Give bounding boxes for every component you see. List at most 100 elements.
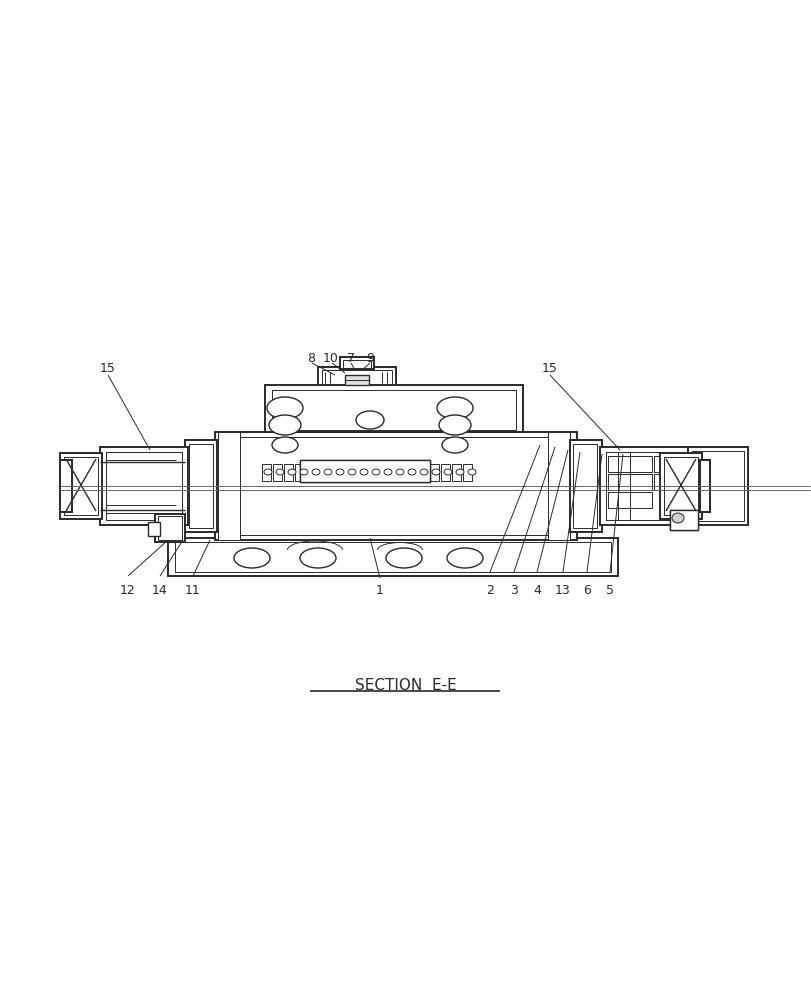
Ellipse shape [299, 548, 336, 568]
Bar [284, 464, 293, 481]
Text: 10: 10 [323, 352, 338, 364]
Bar [605, 452, 681, 520]
Bar [607, 456, 651, 472]
Ellipse shape [268, 415, 301, 435]
Bar [569, 440, 601, 532]
Bar [342, 360, 371, 368]
Ellipse shape [384, 469, 392, 475]
Text: 4: 4 [532, 584, 540, 597]
Bar [106, 452, 182, 520]
Ellipse shape [359, 469, 367, 475]
Bar [60, 460, 72, 512]
Ellipse shape [672, 513, 683, 523]
Ellipse shape [407, 469, 415, 475]
Text: 12: 12 [120, 584, 135, 597]
Text: 1: 1 [375, 584, 384, 597]
Ellipse shape [446, 548, 483, 568]
Ellipse shape [456, 469, 463, 475]
Bar [155, 514, 185, 542]
Bar [262, 464, 271, 481]
Text: 7: 7 [346, 352, 354, 364]
Bar [653, 456, 669, 472]
Ellipse shape [299, 469, 307, 475]
Bar [64, 457, 98, 515]
Bar [345, 375, 368, 385]
Text: 5: 5 [605, 584, 613, 597]
Bar [699, 460, 709, 512]
Text: 3: 3 [509, 584, 517, 597]
Text: 9: 9 [366, 352, 374, 364]
Ellipse shape [272, 437, 298, 453]
Ellipse shape [385, 548, 422, 568]
Bar [272, 464, 281, 481]
Bar [547, 432, 569, 540]
Bar [699, 460, 709, 512]
Bar [185, 440, 217, 532]
Text: 11: 11 [185, 584, 200, 597]
Bar [100, 447, 188, 525]
Bar [599, 447, 687, 525]
Ellipse shape [355, 411, 384, 429]
Ellipse shape [288, 469, 296, 475]
Ellipse shape [439, 415, 470, 435]
Bar [215, 432, 577, 540]
Bar [462, 464, 471, 481]
Bar [573, 444, 596, 528]
Ellipse shape [371, 469, 380, 475]
Bar [663, 457, 697, 515]
Bar [547, 432, 569, 540]
Ellipse shape [336, 469, 344, 475]
Bar [318, 367, 396, 385]
Bar [175, 542, 610, 572]
Bar [60, 460, 72, 512]
Ellipse shape [348, 469, 355, 475]
Ellipse shape [467, 469, 475, 475]
Bar [691, 451, 743, 521]
Bar [452, 464, 461, 481]
Bar [264, 385, 522, 432]
Ellipse shape [234, 548, 270, 568]
Bar [669, 510, 697, 530]
Bar [189, 444, 212, 528]
Ellipse shape [444, 469, 452, 475]
Bar [168, 538, 617, 576]
Bar [294, 464, 303, 481]
Ellipse shape [441, 437, 467, 453]
Bar [148, 522, 160, 536]
Bar [221, 437, 569, 535]
Bar [158, 516, 182, 540]
Ellipse shape [267, 397, 303, 419]
Bar [299, 460, 430, 482]
Ellipse shape [324, 469, 332, 475]
Text: 6: 6 [582, 584, 590, 597]
Bar [217, 432, 240, 540]
Bar [272, 390, 515, 430]
Bar [217, 432, 240, 540]
Ellipse shape [276, 469, 284, 475]
Bar [607, 474, 651, 490]
Text: 15: 15 [542, 361, 557, 374]
Bar [669, 510, 697, 530]
Bar [430, 464, 439, 481]
Ellipse shape [431, 469, 440, 475]
Bar [659, 453, 702, 519]
Bar [322, 370, 392, 384]
Bar [607, 492, 651, 508]
Bar [60, 453, 102, 519]
Bar [440, 464, 449, 481]
Bar [653, 474, 669, 490]
Bar [340, 357, 374, 369]
Text: SECTION  E-E: SECTION E-E [354, 678, 457, 692]
Bar [299, 460, 430, 482]
Text: 15: 15 [100, 361, 116, 374]
Text: 13: 13 [555, 584, 570, 597]
Ellipse shape [396, 469, 404, 475]
Ellipse shape [311, 469, 320, 475]
Text: 14: 14 [152, 584, 168, 597]
Ellipse shape [264, 469, 272, 475]
Text: 8: 8 [307, 352, 315, 364]
Ellipse shape [419, 469, 427, 475]
Ellipse shape [436, 397, 473, 419]
Bar [687, 447, 747, 525]
Text: 2: 2 [486, 584, 493, 597]
